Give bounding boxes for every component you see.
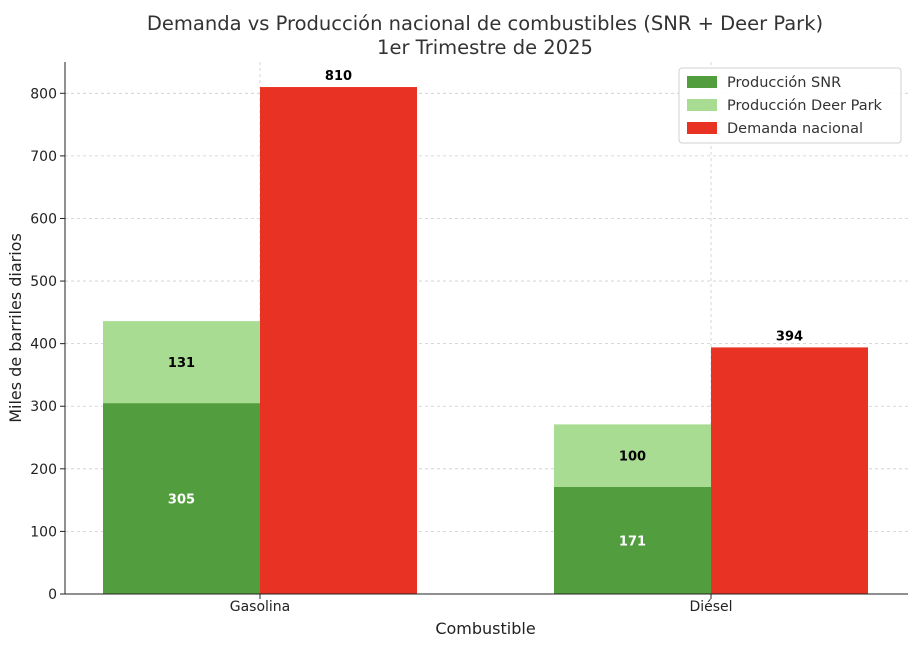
y-tick-label: 800 xyxy=(30,86,57,102)
x-tick-label: Gasolina xyxy=(230,599,291,615)
x-tick-label: Diésel xyxy=(689,599,732,615)
y-tick-label: 500 xyxy=(30,274,57,290)
y-axis-label: Miles de barriles diarios xyxy=(6,233,25,423)
y-tick-label: 0 xyxy=(48,587,57,603)
bar-producción-snr xyxy=(554,486,711,594)
bar-demanda-nacional xyxy=(260,87,417,595)
bar-producción-deer-park xyxy=(554,424,711,487)
legend-box xyxy=(678,67,902,144)
data-labels: 305 131 810 171 100 394 xyxy=(168,69,803,549)
bar-value-label: 171 xyxy=(619,534,646,549)
bar-value-label: 131 xyxy=(168,356,195,371)
chart-subtitle: 1er Trimestre de 2025 xyxy=(377,36,593,59)
y-tick-label: 600 xyxy=(30,211,57,227)
axes: 0 100 200 300 400 500 600 700 800 Gasolina Diésel xyxy=(30,62,908,615)
bars xyxy=(103,87,868,595)
legend-label: Producción SNR xyxy=(727,75,841,91)
y-tick-label: 400 xyxy=(30,337,57,353)
bar-value-label: 394 xyxy=(776,329,803,344)
y-tick-label: 100 xyxy=(30,524,57,540)
bar-producción-snr xyxy=(103,403,260,594)
chart-title: Demanda vs Producción nacional de combus… xyxy=(147,12,823,35)
y-tick-label: 200 xyxy=(30,462,57,478)
legend-swatch xyxy=(687,76,717,88)
bar-value-label: 100 xyxy=(619,450,646,465)
legend-swatch xyxy=(687,122,717,134)
legend-swatch xyxy=(687,99,717,111)
legend: Producción SNR Producción Deer Park Demand… xyxy=(678,67,902,144)
bar-producción-deer-park xyxy=(103,321,260,404)
y-tick-label: 300 xyxy=(30,399,57,415)
y-tick-label: 700 xyxy=(30,149,57,165)
legend-label: Demanda nacional xyxy=(727,121,863,137)
bar-value-label: 305 xyxy=(168,493,195,508)
legend-label: Producción Deer Park xyxy=(727,98,883,114)
bar-value-label: 810 xyxy=(325,69,352,84)
bar-demanda-nacional xyxy=(711,347,868,594)
x-axis-label: Combustible xyxy=(435,619,535,638)
